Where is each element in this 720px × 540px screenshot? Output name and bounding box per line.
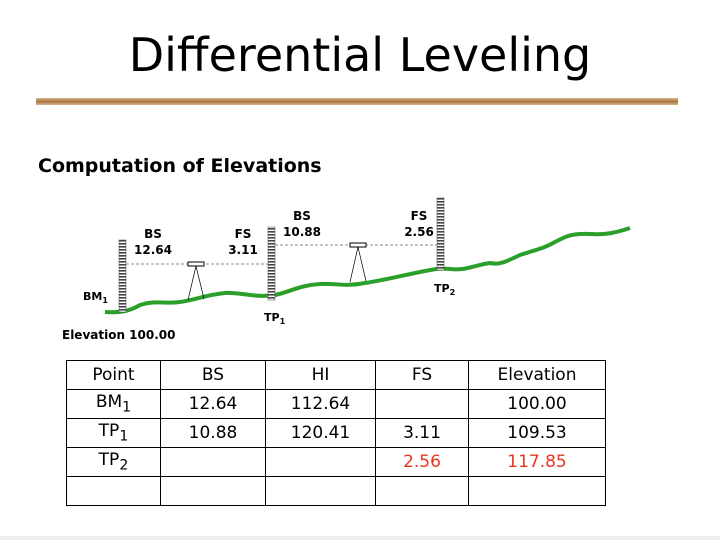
header-elevation: Elevation (468, 360, 606, 390)
cell-point: TP1 (66, 418, 161, 448)
elevation-table: Point BS HI FS Elevation BM1 12.64 112.6… (66, 360, 606, 506)
cell-fs (375, 476, 469, 506)
tp2-label: TP2 (434, 282, 455, 297)
cell-bs (160, 447, 266, 477)
level-instrument-1 (187, 261, 205, 301)
table-row: BM1 12.64 112.64 100.00 (66, 389, 606, 419)
ground-line (104, 226, 631, 315)
fs2-label: FS (411, 209, 428, 223)
cell-fs (375, 389, 469, 419)
cell-fs: 3.11 (375, 418, 469, 448)
cell-elevation: 109.53 (468, 418, 606, 448)
cell-point: BM1 (66, 389, 161, 419)
cell-elevation: 117.85 (468, 447, 606, 477)
cell-hi: 112.64 (265, 389, 376, 419)
fs1-value: 3.11 (228, 243, 258, 257)
bs2-value: 10.88 (283, 225, 321, 239)
cell-bs (160, 476, 266, 506)
cell-bs: 12.64 (160, 389, 266, 419)
level-rod-bm1 (118, 239, 127, 313)
slide-subtitle: Computation of Elevations (38, 155, 322, 177)
table-header-row: Point BS HI FS Elevation (66, 360, 606, 390)
leveling-diagram: BS 12.64 FS 3.11 BS 10.88 FS 2.56 BM1 TP… (62, 197, 631, 342)
footer-strip (0, 536, 720, 540)
header-point: Point (66, 360, 161, 390)
title-divider (36, 98, 678, 105)
bs1-value: 12.64 (134, 243, 172, 257)
cell-hi (265, 447, 376, 477)
table-row (66, 476, 606, 506)
cell-elevation (468, 476, 606, 506)
table-row: TP1 10.88 120.41 3.11 109.53 (66, 418, 606, 448)
elevation-label: Elevation 100.00 (62, 328, 176, 342)
fs2-value: 2.56 (404, 225, 434, 239)
cell-elevation: 100.00 (468, 389, 606, 419)
level-rod-tp1 (267, 226, 276, 301)
level-rod-tp2 (436, 197, 445, 271)
header-fs: FS (375, 360, 469, 390)
cell-hi (265, 476, 376, 506)
header-bs: BS (160, 360, 266, 390)
header-hi: HI (265, 360, 376, 390)
cell-point (66, 476, 161, 506)
cell-bs: 10.88 (160, 418, 266, 448)
fs1-label: FS (235, 227, 252, 241)
table-row: TP2 2.56 117.85 (66, 447, 606, 477)
cell-fs: 2.56 (375, 447, 469, 477)
slide-title: Differential Leveling (128, 28, 592, 82)
tp1-label: TP1 (264, 311, 286, 326)
bm1-label: BM1 (83, 290, 108, 305)
bs1-label: BS (144, 227, 162, 241)
cell-point: TP2 (66, 447, 161, 477)
bs2-label: BS (293, 209, 311, 223)
cell-hi: 120.41 (265, 418, 376, 448)
level-instrument-2 (349, 242, 367, 283)
